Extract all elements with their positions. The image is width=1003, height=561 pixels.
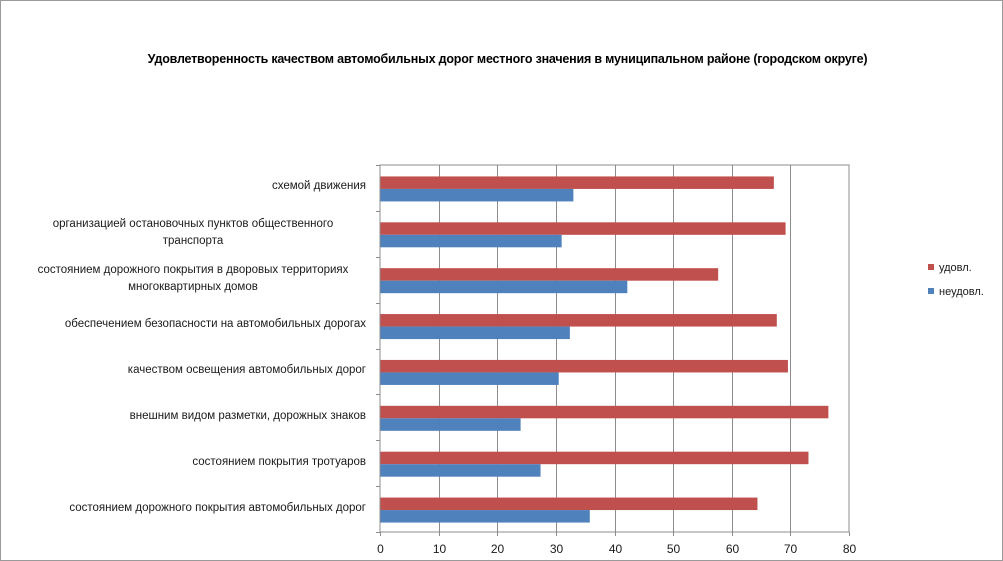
legend-label: неудовл. <box>939 286 984 298</box>
category-label: состоянием дорожного покрытия в дворовых… <box>37 263 349 293</box>
category-label: схемой движения <box>271 180 366 193</box>
bar-udovl <box>380 314 777 327</box>
bar-neudovl <box>380 464 541 477</box>
bar-udovl <box>380 176 774 189</box>
category-label: состоянием дорожного покрытия автомобиль… <box>69 501 366 514</box>
bar-neudovl <box>380 418 521 431</box>
category-label: организацией остановочных пунктов общест… <box>52 217 334 247</box>
category-label: состоянием покрытия тротуаров <box>192 455 366 468</box>
x-tick-label: 0 <box>377 542 384 556</box>
legend-item: удовл. <box>928 262 972 274</box>
x-tick-label: 10 <box>433 542 447 556</box>
x-tick-label: 70 <box>784 542 798 556</box>
bar-neudovl <box>380 280 628 294</box>
bar-neudovl <box>380 326 570 340</box>
bar-neudovl <box>380 510 590 523</box>
plot-area <box>379 164 850 533</box>
legend-swatch <box>928 288 934 294</box>
category-label: качеством освещения автомобильных дорог <box>127 363 366 376</box>
bar-udovl <box>380 268 719 281</box>
bar-udovl <box>380 405 829 419</box>
legend-swatch <box>928 264 934 270</box>
category-label: обеспечением безопасности на автомобильн… <box>64 318 366 331</box>
bar-udovl <box>380 359 788 373</box>
x-tick-label: 50 <box>667 542 681 556</box>
legend-label: удовл. <box>939 262 972 274</box>
x-tick-label: 80 <box>843 542 857 556</box>
bar-udovl <box>380 451 809 465</box>
category-label: внешним видом разметки, дорожных знаков <box>129 409 366 422</box>
bar-udovl <box>380 222 786 235</box>
bar-udovl <box>380 497 758 511</box>
bar-neudovl <box>380 372 559 385</box>
x-tick-label: 30 <box>550 542 564 556</box>
bar-neudovl <box>380 188 574 202</box>
x-tick-label: 20 <box>491 542 505 556</box>
legend-item: неудовл. <box>928 286 984 298</box>
x-tick-label: 40 <box>609 542 623 556</box>
x-tick-label: 60 <box>726 542 740 556</box>
chart-title: Удовлетворенность качеством автомобильны… <box>147 52 868 66</box>
bar-neudovl <box>380 234 562 248</box>
